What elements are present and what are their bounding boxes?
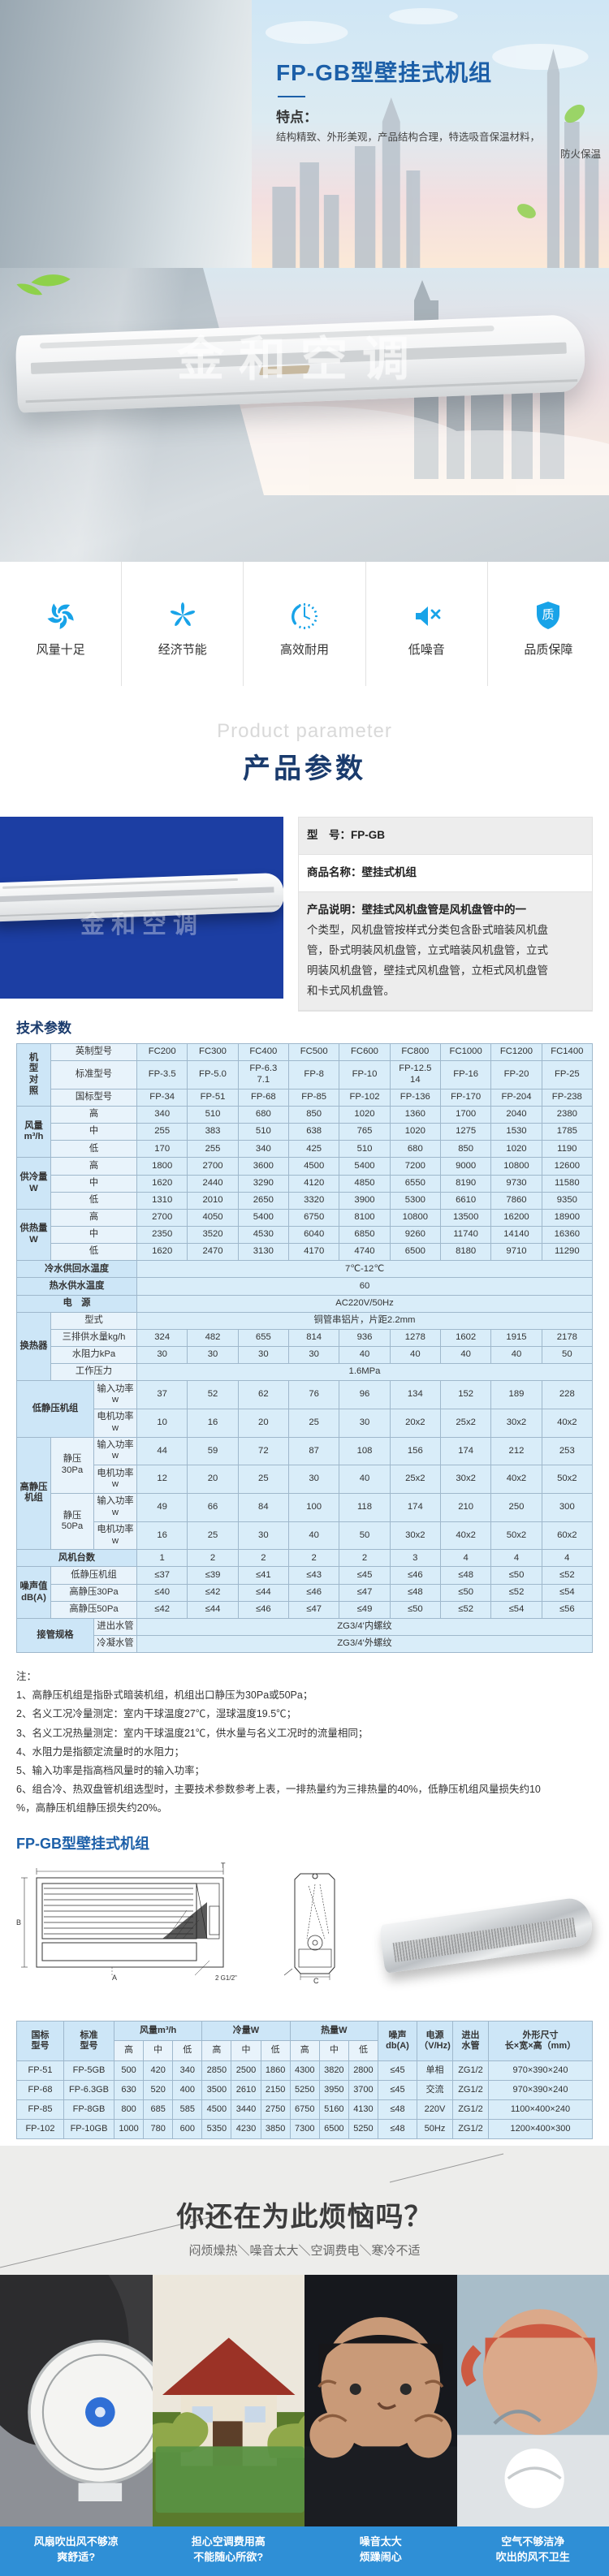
svg-text:C: C xyxy=(313,1977,319,1985)
svg-text:B: B xyxy=(16,1918,21,1927)
svg-text:2 G1/2": 2 G1/2" xyxy=(215,1974,237,1982)
svg-text:A: A xyxy=(112,1974,117,1982)
svg-text:T: T xyxy=(221,1862,226,1870)
svg-text:质: 质 xyxy=(542,608,555,622)
